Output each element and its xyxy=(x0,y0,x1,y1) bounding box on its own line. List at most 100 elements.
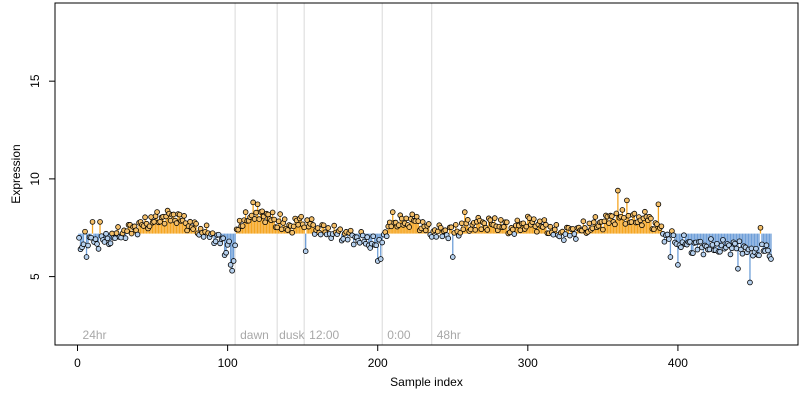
data-point-264 xyxy=(472,227,479,233)
data-point-248 xyxy=(448,224,455,230)
data-point-344 xyxy=(592,214,599,220)
data-point-215 xyxy=(398,215,405,222)
data-point-91 xyxy=(212,238,219,245)
data-point-24 xyxy=(112,235,118,241)
x-tick-label-3: 300 xyxy=(518,356,538,370)
data-point-146 xyxy=(295,221,301,228)
data-point-119 xyxy=(254,201,261,208)
data-point-143 xyxy=(290,223,297,230)
data-point-281 xyxy=(497,217,504,223)
data-point-17 xyxy=(101,239,108,245)
data-point-213 xyxy=(395,222,402,228)
region-label-5: 48hr xyxy=(437,328,461,342)
data-point-93 xyxy=(215,231,222,238)
data-point-425 xyxy=(714,240,720,247)
data-point-83 xyxy=(200,234,207,240)
data-point-47 xyxy=(146,223,153,230)
data-point-106 xyxy=(235,226,241,233)
data-point-385 xyxy=(654,221,660,227)
data-point-317 xyxy=(552,226,558,233)
data-point-349 xyxy=(600,226,606,233)
data-point-359 xyxy=(615,187,621,194)
y-axis: 5 10 15 xyxy=(28,74,56,280)
data-point-3 xyxy=(80,241,87,248)
data-point-218 xyxy=(403,215,410,222)
data-point-109 xyxy=(239,223,246,229)
data-point-241 xyxy=(437,224,444,231)
data-point-427 xyxy=(717,249,723,255)
data-point-455 xyxy=(759,241,765,248)
x-tick-label-4: 400 xyxy=(668,356,688,370)
data-point-316 xyxy=(550,231,557,238)
data-point-142 xyxy=(289,229,295,236)
data-point-336 xyxy=(580,218,587,225)
data-point-383 xyxy=(651,226,657,232)
region-label-2: dusk xyxy=(279,328,305,342)
data-point-85 xyxy=(203,222,210,229)
data-point-202 xyxy=(379,239,386,246)
data-point-39 xyxy=(134,231,141,238)
data-point-31 xyxy=(122,235,129,241)
data-point-438 xyxy=(733,245,740,252)
data-point-179 xyxy=(344,236,351,243)
data-point-451 xyxy=(753,245,759,252)
data-point-132 xyxy=(274,224,280,231)
data-point-442 xyxy=(739,250,746,257)
data-point-116 xyxy=(250,199,256,206)
data-point-434 xyxy=(727,251,734,258)
data-point-340 xyxy=(586,220,593,227)
data-point-393 xyxy=(666,236,672,242)
data-point-409 xyxy=(690,250,696,256)
data-point-357 xyxy=(612,221,618,228)
data-point-26 xyxy=(115,224,121,230)
data-point-14 xyxy=(97,219,103,225)
region-label-1: dawn xyxy=(240,328,269,342)
data-point-307 xyxy=(537,218,543,225)
data-point-122 xyxy=(259,208,265,215)
data-point-63 xyxy=(170,211,177,218)
data-point-117 xyxy=(251,216,258,222)
data-point-285 xyxy=(504,219,510,226)
data-point-174 xyxy=(337,226,343,233)
data-point-388 xyxy=(658,223,665,230)
y-tick-label-2: 15 xyxy=(28,74,42,88)
data-point-183 xyxy=(350,241,357,248)
data-point-61 xyxy=(167,217,174,224)
data-point-292 xyxy=(514,217,521,224)
data-point-18 xyxy=(103,230,109,237)
region-label-4: 0:00 xyxy=(387,328,411,342)
data-point-107 xyxy=(236,217,243,224)
data-point-148 xyxy=(298,213,304,220)
data-point-246 xyxy=(445,235,452,242)
data-point-440 xyxy=(736,238,743,245)
data-point-270 xyxy=(481,220,488,227)
data-point-392 xyxy=(664,231,671,238)
data-point-98 xyxy=(223,249,229,256)
data-point-272 xyxy=(484,227,491,233)
data-point-358 xyxy=(613,210,620,217)
data-point-48 xyxy=(148,214,154,220)
data-point-254 xyxy=(457,229,464,236)
data-point-229 xyxy=(419,219,426,225)
data-point-0 xyxy=(76,235,82,241)
data-point-435 xyxy=(729,245,735,252)
data-point-283 xyxy=(501,224,507,230)
data-point-421 xyxy=(708,236,714,242)
data-point-390 xyxy=(661,238,668,245)
data-point-103 xyxy=(230,258,237,264)
data-point-365 xyxy=(624,197,630,204)
data-point-350 xyxy=(601,218,608,225)
data-point-429 xyxy=(720,237,726,243)
data-point-454 xyxy=(757,224,764,231)
data-point-96 xyxy=(220,235,226,242)
data-point-205 xyxy=(383,233,390,240)
data-point-209 xyxy=(389,209,396,215)
data-point-422 xyxy=(709,242,716,248)
data-point-137 xyxy=(281,216,288,222)
y-tick-label-0: 5 xyxy=(28,273,42,280)
data-point-277 xyxy=(491,215,498,221)
data-point-111 xyxy=(242,209,249,215)
data-point-102 xyxy=(229,267,235,274)
data-point-394 xyxy=(667,254,674,260)
data-point-220 xyxy=(406,224,413,230)
